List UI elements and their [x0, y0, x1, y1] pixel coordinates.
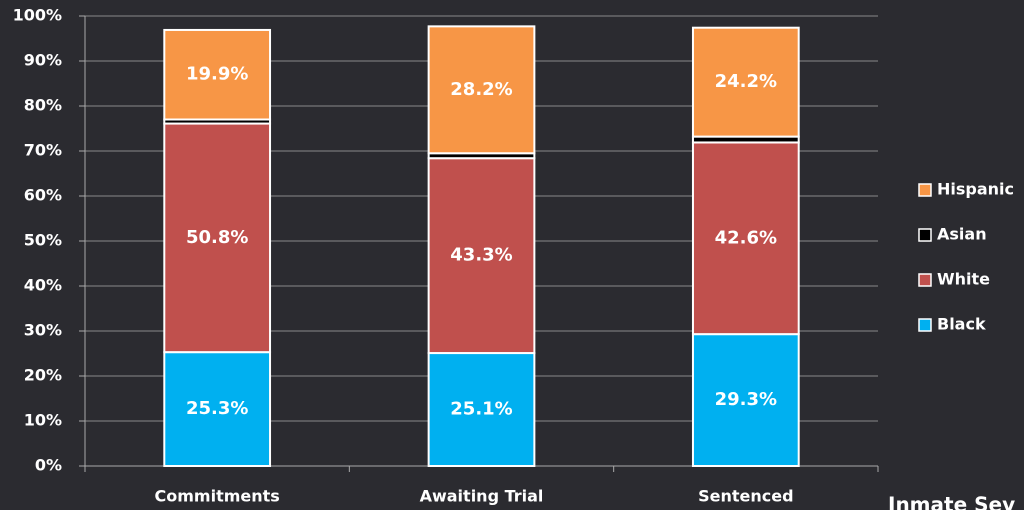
data-label: 25.1% — [450, 399, 512, 420]
bar-segment — [163, 351, 272, 467]
bar-segment — [163, 28, 272, 121]
bar-segment — [163, 122, 272, 354]
y-tick-label: 80% — [24, 96, 62, 115]
data-label: 19.9% — [186, 64, 248, 85]
bar-segment — [427, 25, 536, 155]
legend-swatch — [918, 273, 932, 287]
y-tick-label: 90% — [24, 51, 62, 70]
x-tick-label: Commitments — [155, 487, 280, 506]
legend-swatch — [918, 228, 932, 242]
y-tick-label: 100% — [13, 6, 62, 25]
data-label: 50.8% — [186, 227, 248, 248]
x-tick-label: Awaiting Trial — [420, 487, 544, 506]
data-label: 42.6% — [715, 227, 777, 248]
data-label: 43.3% — [450, 245, 512, 266]
data-label: 29.3% — [715, 389, 777, 410]
legend-label: White — [937, 270, 990, 289]
bar-segment — [691, 141, 800, 336]
legend-label: Hispanic — [937, 180, 1014, 199]
legend-swatch — [918, 183, 932, 197]
legend-swatch — [918, 318, 932, 332]
y-tick-label: 30% — [24, 321, 62, 340]
legend-label: Asian — [937, 225, 987, 244]
bar-segment — [427, 157, 536, 355]
x-tick-label: Sentenced — [698, 487, 793, 506]
bar-segment — [691, 26, 800, 138]
y-tick-label: 10% — [24, 411, 62, 430]
annotation: Inmate Sev — [888, 493, 1015, 510]
legend-label: Black — [937, 315, 986, 334]
y-tick-label: 0% — [35, 456, 62, 475]
y-tick-label: 50% — [24, 231, 62, 250]
y-tick-label: 70% — [24, 141, 62, 160]
data-label: 24.2% — [715, 71, 777, 92]
data-label: 25.3% — [186, 398, 248, 419]
y-tick-label: 20% — [24, 366, 62, 385]
y-tick-label: 60% — [24, 186, 62, 205]
y-tick-label: 40% — [24, 276, 62, 295]
bar-segment — [427, 352, 536, 467]
data-label: 28.2% — [450, 79, 512, 100]
